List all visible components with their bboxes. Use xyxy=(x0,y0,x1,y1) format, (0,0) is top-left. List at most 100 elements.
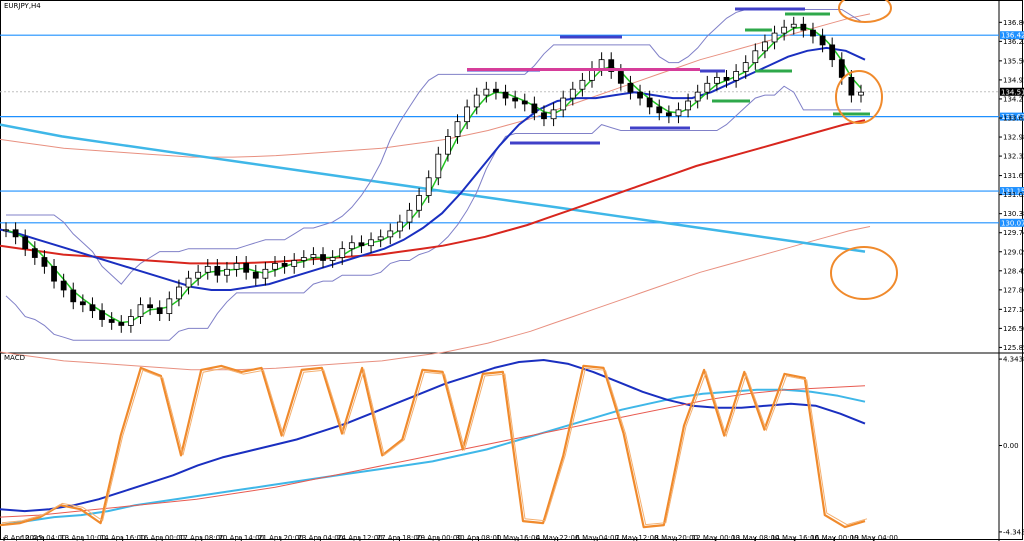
candle-body-85 xyxy=(819,35,826,46)
candle-body-12 xyxy=(118,322,125,326)
highlight-circle-envelope xyxy=(830,246,898,300)
candle-body-17 xyxy=(166,298,173,315)
candle-body-78 xyxy=(752,50,759,64)
bollinger-lower xyxy=(5,85,861,341)
candle-body-14 xyxy=(137,304,144,317)
candle-body-40 xyxy=(387,230,394,238)
level-tag-2 xyxy=(1000,187,1024,196)
x-tick-label-7: 21 Apr 20:00 xyxy=(258,534,304,541)
x-tick-label-21: 16 May 00:00 xyxy=(810,534,858,541)
candle-body-84 xyxy=(810,29,816,37)
macd-line-0 xyxy=(0,388,866,527)
candle-body-10 xyxy=(99,310,105,320)
macd-line-1 xyxy=(0,359,866,513)
y-tick-label-17: 125.855 xyxy=(1003,344,1024,352)
candle-body-56 xyxy=(541,112,547,120)
candle-body-35 xyxy=(339,248,346,258)
candle-body-72 xyxy=(694,91,701,102)
candle-body-74 xyxy=(713,76,720,84)
x-tick-label-13: 1 May 16:00 xyxy=(496,534,540,541)
y-tick-label-12: 129.095 xyxy=(1003,248,1024,256)
y-tick-label-9: 131.030 xyxy=(1003,191,1024,199)
candle-body-24 xyxy=(233,263,240,270)
y-tick-label-13: 128.450 xyxy=(1003,267,1024,275)
level-tag-0 xyxy=(1000,31,1024,40)
candle-body-64 xyxy=(617,71,624,84)
x-tick-label-3: 14 Apr 16:00 xyxy=(100,534,146,541)
candle-body-73 xyxy=(704,82,711,93)
candle-body-51 xyxy=(493,88,499,93)
ma-medium-blue xyxy=(0,46,866,291)
candle-body-22 xyxy=(214,265,221,276)
x-tick-label-4: 16 Apr 00:00 xyxy=(139,534,185,541)
candle-body-30 xyxy=(291,260,298,267)
macd-line-3 xyxy=(0,364,866,529)
candle-body-69 xyxy=(665,112,672,117)
candle-body-0 xyxy=(3,229,9,232)
level-tag-1 xyxy=(1000,112,1024,121)
y-tick-label-1: 136.220 xyxy=(1003,38,1024,46)
candle-body-77 xyxy=(742,62,749,72)
candle-body-65 xyxy=(627,82,634,93)
candle-body-60 xyxy=(579,79,586,90)
candle-body-31 xyxy=(300,257,307,261)
candle-body-26 xyxy=(252,271,259,279)
level-tag-3 xyxy=(1000,218,1024,227)
candle-body-88 xyxy=(848,76,855,96)
candle-body-49 xyxy=(473,94,480,108)
candle-body-5 xyxy=(51,265,57,282)
x-tick-label-6: 20 Apr 14:00 xyxy=(218,534,264,541)
candle-body-20 xyxy=(195,271,202,279)
candle-body-6 xyxy=(60,280,67,291)
x-tick-label-0: 8 Apr 2015 xyxy=(4,534,43,541)
y-tick-label-15: 127.145 xyxy=(1003,306,1024,314)
candle-body-29 xyxy=(281,263,288,267)
candle-body-53 xyxy=(512,97,519,102)
candle-body-39 xyxy=(377,236,384,241)
trendline xyxy=(0,123,866,253)
y-tick-label-7: 132.335 xyxy=(1003,153,1024,161)
x-tick-label-11: 29 Apr 00:00 xyxy=(416,534,462,541)
x-tick-label-18: 12 May 00:00 xyxy=(692,534,740,541)
candle-body-62 xyxy=(598,59,605,69)
candle-body-8 xyxy=(79,301,86,306)
y-tick-label-16: 126.500 xyxy=(1003,325,1024,333)
candle-body-83 xyxy=(800,23,807,31)
x-tick-label-1: 10 Apr 04:00 xyxy=(21,534,67,541)
candle-body-68 xyxy=(656,106,663,114)
chart-title: EURJPY,H4 xyxy=(4,2,41,10)
x-tick-label-9: 24 Apr 12:00 xyxy=(337,534,383,541)
x-tick-label-12: 30 Apr 08:00 xyxy=(456,534,502,541)
candle-body-25 xyxy=(243,263,250,273)
candle-body-52 xyxy=(502,91,509,99)
bollinger-upper xyxy=(6,9,862,285)
y-tick-label-5: 133.625 xyxy=(1003,114,1024,122)
level-label-0: 136.429 xyxy=(1001,32,1024,40)
candle-body-2 xyxy=(22,236,29,250)
y-tick-label-11: 129.740 xyxy=(1003,229,1024,237)
envelope-lower xyxy=(0,226,871,371)
candle-body-1 xyxy=(12,229,19,238)
macd-tick-label-1: 0.00 xyxy=(1003,442,1019,450)
candle-body-7 xyxy=(70,289,77,303)
macd-signal-shadow xyxy=(1,367,868,526)
ma-slow-red xyxy=(0,119,866,265)
candle-body-47 xyxy=(454,121,461,137)
x-tick-label-10: 27 Apr 18:00 xyxy=(377,534,423,541)
y-tick-label-10: 130.385 xyxy=(1003,210,1024,218)
indicator-label: MACD xyxy=(4,354,25,362)
envelope-upper xyxy=(0,13,871,158)
candle-body-87 xyxy=(838,59,845,78)
candle-body-80 xyxy=(771,32,778,43)
candle-body-86 xyxy=(829,44,836,61)
candle-body-89 xyxy=(858,91,864,96)
candle-body-54 xyxy=(521,100,528,105)
candle-body-21 xyxy=(204,265,211,273)
candle-body-41 xyxy=(396,221,403,232)
x-tick-label-5: 17 Apr 08:00 xyxy=(179,534,225,541)
y-tick-label-8: 131.675 xyxy=(1003,172,1024,180)
candle-body-36 xyxy=(348,242,355,250)
